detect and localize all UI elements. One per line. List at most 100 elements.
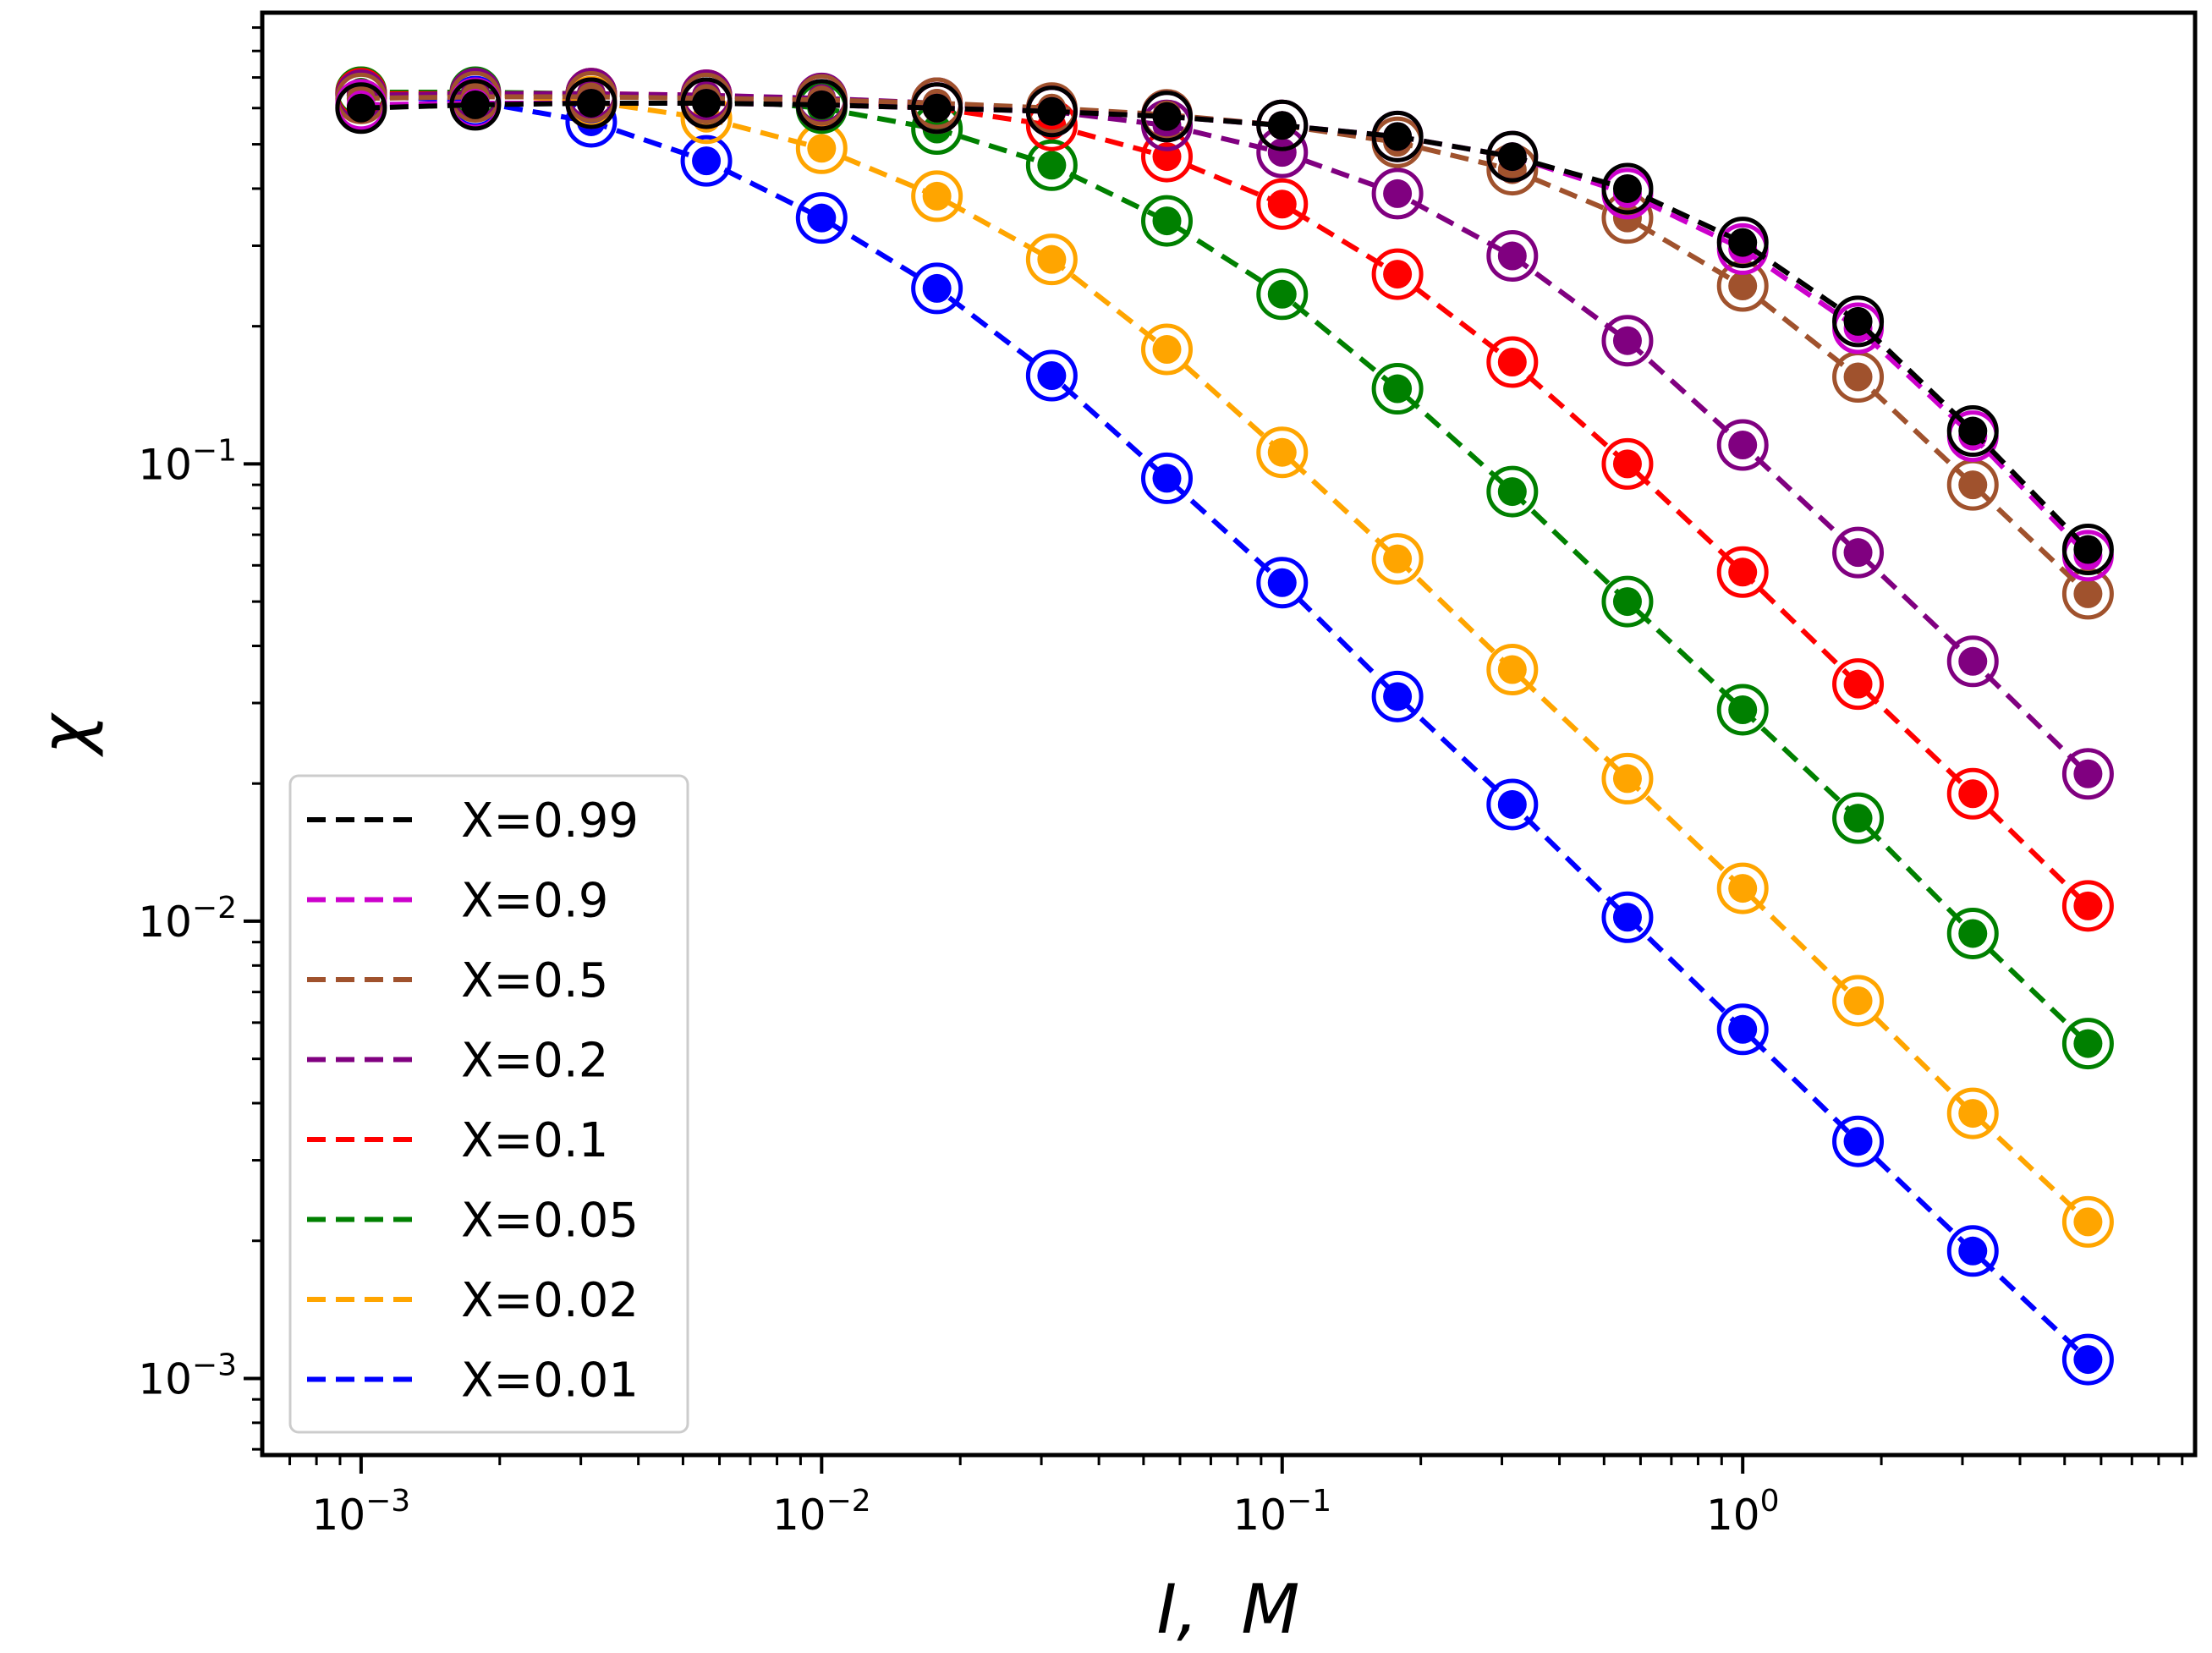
marker-ring-x-0-01 [1141, 452, 1194, 504]
x-tick-label: 10−2 [772, 1484, 871, 1540]
marker-dot-x-0-99 [1037, 96, 1067, 126]
marker-dot-x-0-5 [1843, 362, 1873, 392]
series-line-x-0-2 [360, 91, 2090, 776]
y-tick-label: 10−2 [138, 891, 237, 947]
marker-dot-x-0-99 [576, 88, 606, 118]
marker-ring-x-0-01 [680, 135, 733, 187]
marker-ring-x-0-01 [1832, 1115, 1885, 1167]
marker-ring-x-0-1 [1832, 658, 1885, 711]
marker-dot-x-0-1 [1497, 348, 1527, 377]
marker-dot-x-0-99 [692, 88, 722, 118]
marker-dot-x-0-1 [1612, 449, 1642, 479]
marker-ring-x-0-02 [1025, 233, 1078, 286]
marker-dot-x-0-99 [922, 93, 952, 123]
marker-dot-x-0-1 [1843, 669, 1873, 699]
marker-ring-x-0-2 [1946, 635, 1999, 688]
marker-ring-x-0-2 [1486, 230, 1539, 283]
marker-ring-x-0-02 [911, 170, 963, 222]
marker-dot-x-0-99 [1958, 416, 1988, 446]
marker-dot-x-0-01 [1037, 360, 1067, 390]
marker-ring-x-0-1 [1601, 437, 1654, 490]
marker-dot-x-0-02 [922, 181, 952, 211]
marker-dot-x-0-99 [1267, 111, 1297, 140]
marker-ring-x-0-01 [1256, 557, 1309, 609]
marker-ring-x-0-05 [1832, 792, 1885, 844]
marker-ring-x-0-2 [1371, 167, 1424, 220]
marker-dot-x-0-99 [1612, 173, 1642, 203]
marker-dot-x-0-5 [1728, 272, 1758, 301]
marker-dot-x-0-02 [1612, 764, 1642, 794]
x-tick-label: 100 [1706, 1484, 1780, 1540]
marker-ring-x-0-99 [1946, 405, 1999, 458]
marker-ring-x-0-99 [1486, 130, 1539, 183]
marker-ring-x-0-05 [1256, 268, 1309, 321]
legend-label: X=0.99 [461, 794, 639, 848]
marker-ring-x-0-05 [1601, 575, 1654, 628]
marker-dot-x-0-1 [1383, 260, 1413, 289]
marker-dot-x-0-99 [1383, 122, 1413, 151]
marker-ring-x-0-99 [1832, 295, 1885, 348]
marker-ring-x-0-02 [1486, 644, 1539, 696]
marker-ring-x-0-01 [1486, 778, 1539, 831]
marker-ring-x-0-1 [2061, 880, 2114, 932]
marker-dot-x-0-02 [1958, 1099, 1988, 1129]
marker-ring-x-0-99 [2061, 524, 2114, 576]
marker-ring-x-0-99 [1025, 85, 1078, 138]
x-tick-label: 10−1 [1232, 1484, 1331, 1540]
marker-dot-x-0-2 [2073, 759, 2103, 788]
marker-dot-x-0-02 [1037, 244, 1067, 274]
marker-dot-x-0-05 [1497, 477, 1527, 507]
x-axis-label: I, M [1157, 1570, 1300, 1649]
marker-dot-x-0-05 [1152, 206, 1182, 236]
marker-dot-x-0-02 [1152, 335, 1182, 365]
marker-ring-x-0-2 [2061, 748, 2114, 800]
marker-ring-x-0-2 [1716, 419, 1769, 471]
marker-ring-x-0-01 [1371, 670, 1424, 722]
marker-ring-x-0-01 [1601, 891, 1654, 943]
marker-ring-x-0-05 [2061, 1018, 2114, 1070]
marker-dot-x-0-2 [1383, 178, 1413, 208]
marker-ring-x-0-05 [1371, 363, 1424, 415]
marker-dot-x-0-5 [1958, 470, 1988, 500]
marker-ring-x-0-05 [1716, 684, 1769, 736]
marker-dot-x-0-01 [1958, 1236, 1988, 1266]
marker-ring-x-0-01 [795, 192, 848, 244]
marker-dot-x-0-02 [1843, 986, 1873, 1015]
marker-dot-x-0-5 [2073, 579, 2103, 608]
marker-dot-x-0-99 [346, 93, 376, 123]
marker-dot-x-0-02 [1497, 655, 1527, 684]
marker-ring-x-0-1 [1716, 546, 1769, 598]
marker-dot-x-0-01 [2073, 1345, 2103, 1375]
y-tick-label: 10−3 [138, 1348, 237, 1403]
marker-dot-x-0-1 [2073, 891, 2103, 920]
marker-dot-x-0-1 [1267, 189, 1297, 219]
marker-dot-x-0-01 [1728, 1014, 1758, 1044]
marker-ring-x-0-99 [680, 77, 733, 129]
legend-label: X=0.01 [461, 1354, 639, 1409]
plot-frame [260, 10, 2198, 1458]
marker-ring-x-0-99 [1716, 217, 1769, 269]
legend-label: X=0.5 [461, 953, 608, 1008]
legend: X=0.99 X=0.9 X=0.5 X=0.2 X=0.1 X=0.05 X=0.02 X=… [288, 774, 689, 1434]
marker-ring-x-0-99 [565, 77, 617, 129]
marker-ring-x-0-01 [911, 262, 963, 315]
marker-dot-x-0-99 [2073, 535, 2103, 564]
marker-dot-x-0-2 [1497, 241, 1527, 271]
marker-ring-x-0-2 [1832, 526, 1885, 579]
marker-ring-x-0-02 [1832, 975, 1885, 1027]
marker-dot-x-0-2 [1267, 138, 1297, 167]
marker-ring-x-0-01 [1946, 1225, 1999, 1277]
marker-dot-x-0-05 [922, 114, 952, 144]
marker-dot-x-0-01 [922, 273, 952, 303]
marker-ring-x-0-01 [2061, 1333, 2114, 1386]
marker-dot-x-0-2 [1728, 431, 1758, 460]
marker-dot-x-0-01 [807, 203, 837, 233]
marker-dot-x-0-1 [1958, 779, 1988, 809]
y-tick-label: 10−1 [138, 433, 237, 489]
marker-ring-x-0-99 [911, 82, 963, 135]
data-layer [335, 66, 2114, 1386]
marker-dot-x-0-05 [1843, 804, 1873, 833]
x-tick-label: 10−3 [312, 1484, 411, 1540]
marker-dot-x-0-02 [1728, 874, 1758, 903]
